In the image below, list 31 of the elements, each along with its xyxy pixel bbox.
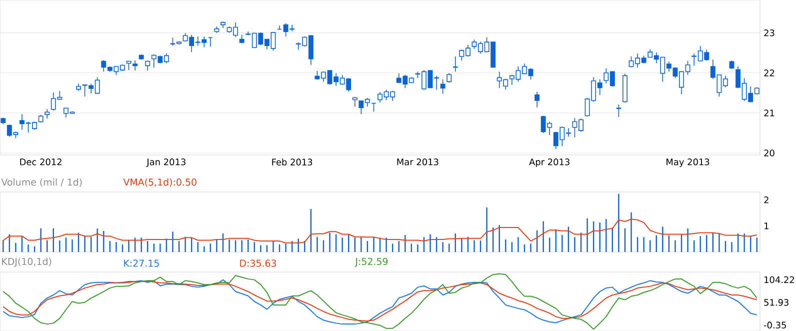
- chart-title: Volume (mil / 1d): [1, 178, 82, 187]
- candlestick: [352, 96, 358, 107]
- candlestick: [82, 84, 88, 97]
- candlestick: [440, 78, 446, 94]
- y-tick-label: 51.93: [764, 299, 788, 306]
- candlestick: [145, 60, 150, 71]
- series-label: K:27.15: [124, 260, 159, 267]
- y-tick-label: 23: [764, 29, 774, 36]
- y-tick-label: -0.35: [764, 322, 786, 328]
- x-tick-label: May 2013: [666, 158, 710, 168]
- y-tick-label: 104.22: [764, 276, 794, 284]
- y-tick-label: 20: [764, 150, 774, 156]
- candlestick: [452, 56, 458, 72]
- text: VMA(5,1d):0.50: [123, 178, 196, 187]
- x-tick-label: Dec 2012: [20, 158, 62, 166]
- y-tick-label: 21: [764, 110, 774, 116]
- text: J:52.59: [354, 258, 388, 267]
- candlestick: [616, 104, 622, 118]
- x-tick-label: Jan 2013: [146, 158, 186, 167]
- y-tick-label: 22: [764, 70, 774, 76]
- candlestick: [132, 60, 138, 71]
- chart-title: KDJ(10,1d): [2, 258, 52, 267]
- text: D:35.63: [240, 260, 276, 267]
- x-tick-label: Apr 2013: [529, 158, 570, 168]
- y-tick-label: 1: [764, 222, 768, 230]
- candlestick: [534, 91, 540, 108]
- x-tick-label: Mar 2013: [397, 158, 438, 166]
- y-tick-label: 2: [764, 196, 768, 204]
- x-tick-label: Feb 2013: [272, 158, 312, 166]
- candlestick: [446, 72, 452, 83]
- candlestick: [44, 108, 50, 119]
